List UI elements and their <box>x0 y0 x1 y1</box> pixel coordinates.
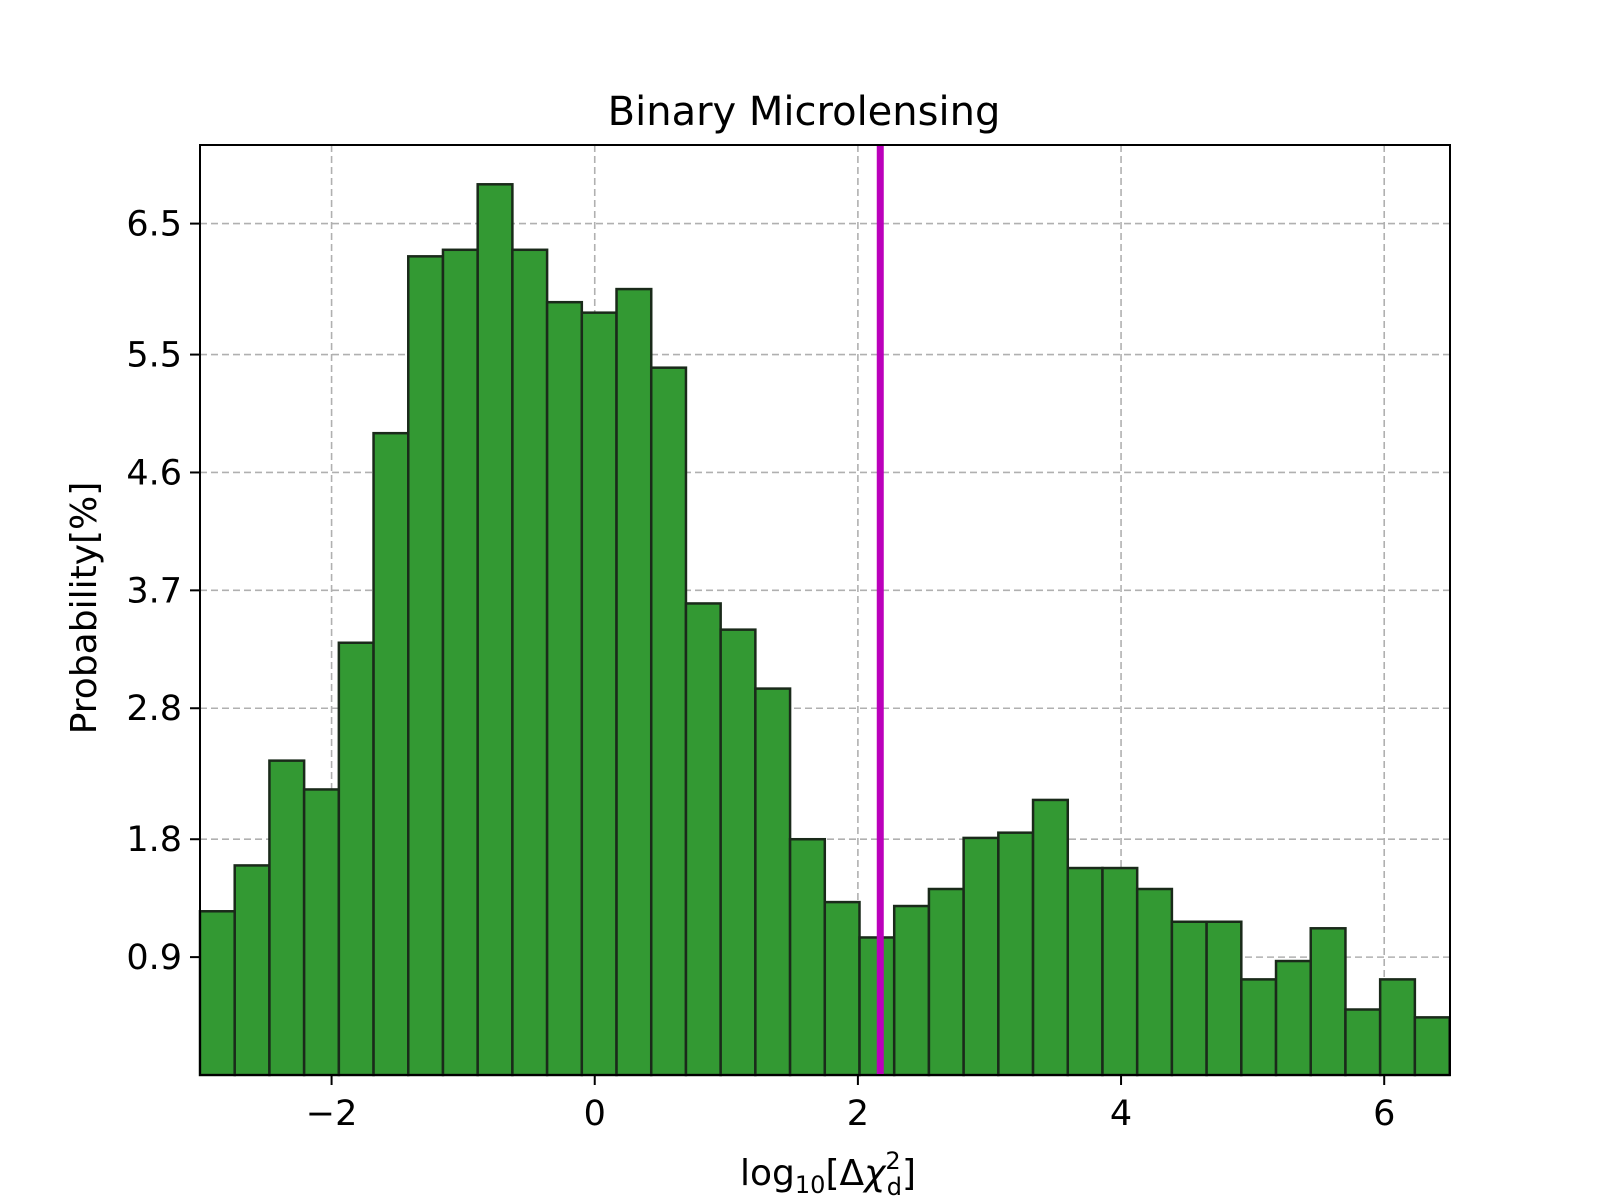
histogram-bar <box>615 287 653 1077</box>
histogram-bar <box>302 788 341 1077</box>
histogram-bar <box>684 602 722 1077</box>
histogram-bar <box>1378 978 1417 1077</box>
x-axis-label-chi: χ <box>862 1153 887 1194</box>
histogram-bar <box>580 311 618 1077</box>
histogram-bar <box>1413 1016 1451 1077</box>
histogram-bar <box>511 248 549 1077</box>
histogram-bar <box>1170 920 1208 1077</box>
histogram-bar <box>788 837 827 1077</box>
y-tick-label: 6.5 <box>126 205 182 245</box>
histogram-bar <box>649 366 688 1077</box>
x-axis-label-open: [Δ <box>825 1153 864 1194</box>
y-tick-label: 0.9 <box>126 938 182 978</box>
y-tick-label: 5.5 <box>126 336 182 376</box>
y-tick-label: 1.8 <box>126 820 182 860</box>
x-axis-label: log10[Δχ2 d] <box>740 1147 916 1200</box>
histogram-bar <box>962 836 1000 1077</box>
x-axis-label-sup: 2 <box>885 1147 900 1175</box>
y-tick-label: 2.8 <box>126 689 182 729</box>
axis-ticks <box>190 222 1386 1085</box>
histogram-bar <box>1205 920 1243 1077</box>
histogram-bar <box>997 831 1035 1077</box>
histogram-bar <box>545 300 584 1077</box>
y-axis-label: Probability[%] <box>64 482 105 735</box>
histogram-bar <box>1031 798 1070 1077</box>
x-axis-label-log: log <box>740 1153 795 1194</box>
x-axis-label-chi-sub: d <box>887 1173 902 1200</box>
histogram-bar <box>268 759 306 1077</box>
x-tick-label: −2 <box>306 1094 358 1134</box>
x-tick-label: 4 <box>1110 1094 1132 1134</box>
histogram-bar <box>198 910 236 1077</box>
histogram-bar <box>1101 866 1139 1077</box>
histogram-bar <box>892 904 931 1077</box>
histogram-bar <box>233 864 271 1077</box>
histogram-bar <box>337 641 375 1077</box>
histogram-bar <box>1274 959 1312 1077</box>
histogram-bar <box>1135 887 1174 1077</box>
y-tick-labels: 0.9 1.8 2.8 3.7 4.6 5.5 6.5 <box>126 205 182 979</box>
histogram-bars <box>198 183 1451 1077</box>
histogram-bar <box>1066 866 1104 1077</box>
histogram-bar <box>823 900 861 1077</box>
histogram-bar <box>719 628 757 1077</box>
histogram-bar <box>1344 1008 1382 1077</box>
y-tick-label: 3.7 <box>126 571 182 611</box>
histogram-bar <box>927 887 965 1077</box>
histogram-bar <box>407 255 445 1077</box>
x-tick-label: 6 <box>1373 1094 1395 1134</box>
x-tick-label: 0 <box>584 1094 606 1134</box>
x-axis-label-close: ] <box>902 1153 916 1194</box>
histogram-bar <box>1240 978 1278 1077</box>
histogram-bar <box>441 248 479 1077</box>
chart-title: Binary Microlensing <box>608 89 1001 135</box>
histogram-bar <box>1309 927 1347 1077</box>
plot-frame <box>199 144 1451 1076</box>
histogram-bar <box>372 431 410 1077</box>
histogram-bar <box>476 183 514 1077</box>
x-tick-label: 2 <box>847 1094 869 1134</box>
histogram-bar <box>754 687 792 1077</box>
x-axis-label-base: 10 <box>795 1171 826 1199</box>
y-tick-label: 4.6 <box>126 453 182 493</box>
x-tick-labels: −2 0 2 4 6 <box>306 1094 1396 1134</box>
